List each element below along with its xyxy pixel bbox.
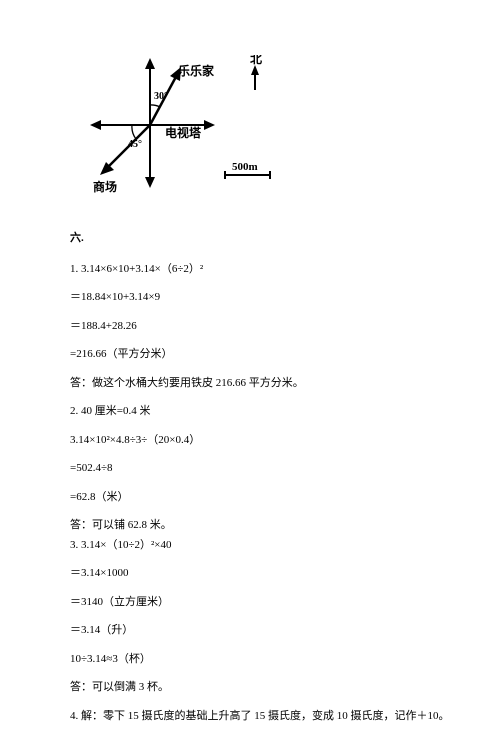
text-line: 答：可以铺 62.8 米。 bbox=[70, 517, 450, 534]
text-line: ＝18.84×10+3.14×9 bbox=[70, 289, 450, 306]
text-line: =216.66（平方分米） bbox=[70, 346, 450, 363]
text-line: 1. 3.14×6×10+3.14×（6÷2）² bbox=[70, 261, 450, 278]
text-line: ＝3.14×1000 bbox=[70, 565, 450, 582]
text-line: 3.14×10²×4.8÷3÷（20×0.4） bbox=[70, 432, 450, 449]
text-line: 3. 3.14×（10÷2）²×40 bbox=[70, 537, 450, 554]
shopping-label: 商场 bbox=[93, 179, 117, 194]
text-line: 2. 40 厘米=0.4 米 bbox=[70, 403, 450, 420]
text-line: =62.8（米） bbox=[70, 489, 450, 506]
scale-label: 500m bbox=[232, 161, 258, 173]
north-label: 北 bbox=[250, 55, 262, 66]
section-title: 六. bbox=[70, 230, 450, 247]
text-line: 10÷3.14≈3（杯） bbox=[70, 651, 450, 668]
angle2-label: 45° bbox=[128, 139, 142, 150]
lelejia-label: 乐乐家 bbox=[178, 63, 215, 78]
text-line: 答：可以倒满 3 杯。 bbox=[70, 679, 450, 696]
direction-diagram: 北 乐乐家 电视塔 商场 30° 45° 500m bbox=[90, 55, 290, 210]
text-line: ＝3.14（升） bbox=[70, 622, 450, 639]
text-line: ＝188.4+28.26 bbox=[70, 318, 450, 335]
angle1-label: 30° bbox=[154, 91, 168, 102]
text-line: ＝3140（立方厘米） bbox=[70, 594, 450, 611]
content-area: 六. 1. 3.14×6×10+3.14×（6÷2）² ＝18.84×10+3.… bbox=[70, 230, 450, 736]
text-line: 4. 解：零下 15 摄氏度的基础上升高了 15 摄氏度，变成 10 摄氏度，记… bbox=[70, 708, 450, 725]
tvtower-label: 电视塔 bbox=[165, 125, 202, 140]
text-line: =502.4÷8 bbox=[70, 460, 450, 477]
text-line: 答：做这个水桶大约要用铁皮 216.66 平方分米。 bbox=[70, 375, 450, 392]
